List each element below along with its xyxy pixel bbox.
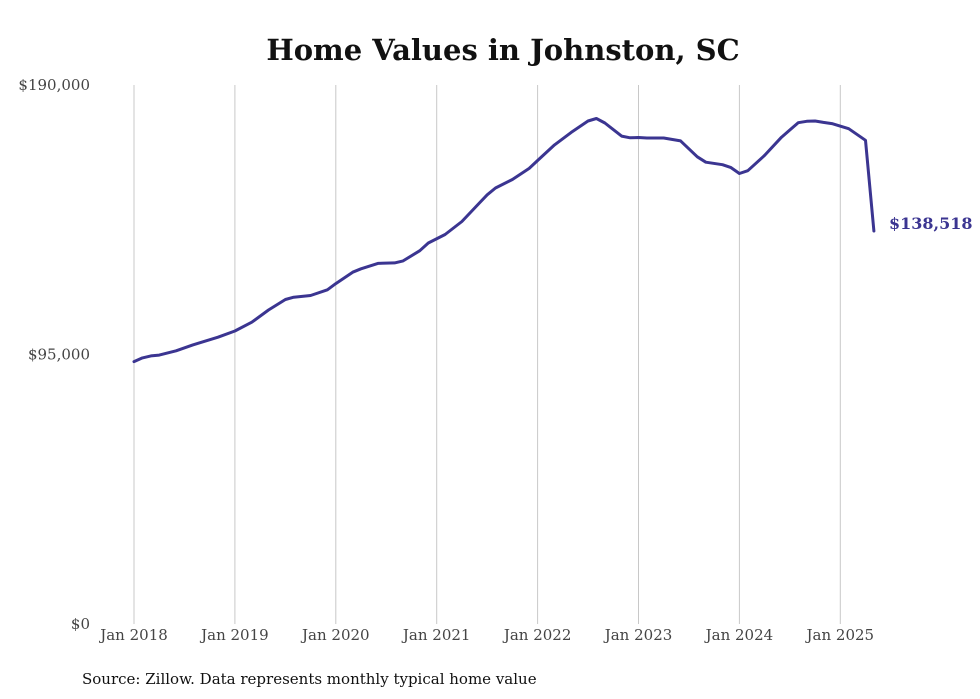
end-value-label: $138,518 [889, 214, 973, 233]
chart-title: Home Values in Johnston, SC [266, 33, 739, 67]
y-tick-label: $95,000 [28, 346, 90, 364]
x-axis-ticks: Jan 2018 Jan 2019 Jan 2020 Jan 2021 Jan 2022… [98, 626, 874, 644]
x-tick-label: Jan 2023 [603, 626, 673, 644]
y-tick-label: $190,000 [18, 76, 90, 94]
gridlines [133, 85, 841, 624]
x-tick-label: Jan 2020 [300, 626, 370, 644]
x-tick-label: Jan 2022 [502, 626, 572, 644]
y-tick-label: $0 [71, 615, 90, 633]
x-tick-label: Jan 2021 [401, 626, 471, 644]
x-tick-label: Jan 2019 [199, 626, 269, 644]
y-axis-ticks: $0 $95,000 $190,000 [18, 76, 90, 633]
x-tick-label: Jan 2025 [805, 626, 875, 644]
x-tick-label: Jan 2018 [98, 626, 168, 644]
x-tick-label: Jan 2024 [704, 626, 774, 644]
series-line-home-value [132, 117, 876, 364]
source-note: Source: Zillow. Data represents monthly … [82, 670, 537, 688]
